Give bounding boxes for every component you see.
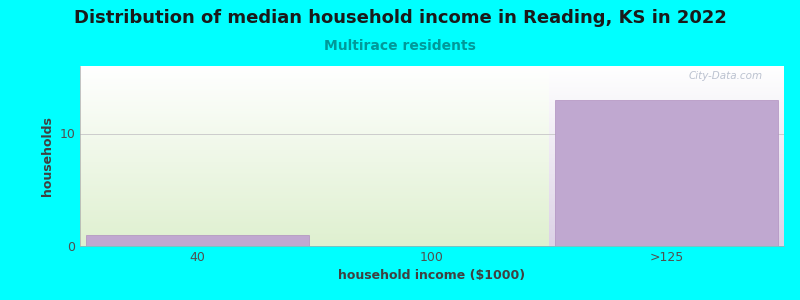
X-axis label: household income ($1000): household income ($1000)	[338, 269, 526, 282]
Y-axis label: households: households	[41, 116, 54, 196]
Bar	[555, 100, 778, 246]
Bar	[86, 235, 309, 246]
Text: City-Data.com: City-Data.com	[689, 71, 763, 81]
Text: Distribution of median household income in Reading, KS in 2022: Distribution of median household income …	[74, 9, 726, 27]
Text: Multirace residents: Multirace residents	[324, 39, 476, 53]
